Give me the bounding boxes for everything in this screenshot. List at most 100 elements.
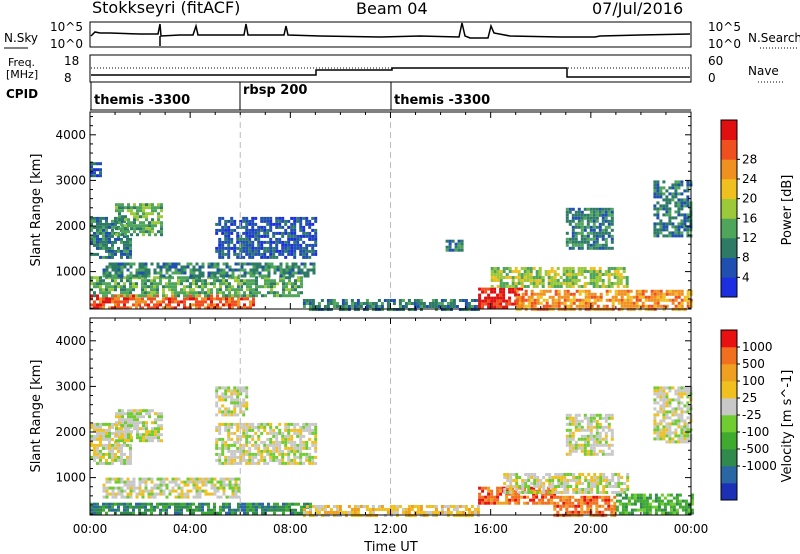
power-cell [254, 249, 258, 253]
power-cell [571, 279, 575, 282]
power-cell [565, 267, 569, 270]
velocity-cell [233, 392, 237, 396]
power-cell [266, 240, 270, 244]
power-cell [581, 304, 585, 308]
power-cell [589, 276, 593, 279]
power-cell [254, 228, 258, 232]
power-cell [111, 294, 114, 298]
velocity-cell [547, 501, 551, 505]
power-cell [198, 303, 201, 307]
power-cell [251, 225, 255, 229]
power-cell [437, 302, 441, 305]
velocity-cell [114, 477, 118, 481]
velocity-cell [216, 486, 220, 490]
velocity-cell [254, 452, 258, 456]
velocity-cell [305, 505, 309, 508]
velocity-cell [511, 489, 515, 493]
velocity-cell [683, 389, 687, 393]
velocity-cell [234, 483, 238, 487]
velocity-cell [117, 431, 120, 435]
power-cell [225, 288, 228, 292]
power-colorbar-swatch [721, 218, 737, 239]
power-cell [521, 304, 525, 308]
power-cell [272, 234, 276, 238]
power-cell [526, 273, 530, 276]
velocity-cell [686, 407, 690, 411]
power-cell [329, 299, 333, 302]
power-cell [508, 276, 512, 279]
power-cell [141, 262, 145, 266]
power-cell [272, 231, 276, 235]
velocity-cell [419, 508, 423, 511]
power-cell [457, 248, 461, 252]
velocity-cell [99, 428, 102, 432]
power-cell [508, 290, 512, 294]
velocity-cell [314, 434, 318, 438]
velocity-cell [599, 476, 603, 479]
noise-sky-line [90, 22, 691, 39]
velocity-cell [443, 511, 447, 514]
power-cell [611, 301, 615, 305]
power-cell [410, 302, 414, 305]
power-cell [563, 292, 567, 296]
velocity-cell [577, 413, 581, 417]
velocity-cell [248, 440, 252, 444]
power-cell [580, 216, 584, 220]
velocity-cell [583, 413, 587, 417]
velocity-cell [102, 505, 105, 509]
noise-right-label: N.Search [748, 31, 800, 45]
power-cell [147, 285, 150, 289]
velocity-cell [121, 412, 124, 416]
velocity-cell [159, 511, 162, 515]
velocity-cell [293, 461, 297, 465]
power-cell [604, 270, 608, 273]
power-cell [213, 282, 216, 286]
power-cell [502, 267, 506, 270]
power-cell [270, 291, 273, 295]
power-cell [111, 297, 114, 301]
power-cell [665, 189, 669, 193]
velocity-cell [665, 428, 669, 432]
velocity-cell [300, 508, 303, 512]
velocity-cell [645, 505, 649, 509]
velocity-cell [690, 502, 694, 506]
velocity-cell [213, 505, 216, 509]
power-cell [559, 282, 563, 285]
velocity-cell [524, 482, 528, 485]
power-cell [619, 276, 623, 279]
power-cell [458, 299, 462, 302]
power-cell [102, 240, 105, 244]
power-cell [278, 222, 282, 226]
power-cell [520, 267, 524, 270]
power-cell [139, 206, 142, 210]
power-cell [520, 282, 524, 285]
velocity-cell [257, 437, 261, 441]
velocity-cell [121, 409, 124, 413]
power-cell [228, 300, 231, 304]
velocity-cell [108, 422, 111, 426]
velocity-cell [228, 480, 232, 484]
power-cell [674, 195, 678, 199]
power-cell [656, 213, 660, 217]
velocity-cell [174, 511, 177, 515]
power-cell [267, 268, 271, 272]
power-cell [285, 268, 289, 272]
power-cell [550, 270, 554, 273]
power-cell [121, 215, 124, 219]
power-cell [139, 209, 142, 213]
velocity-cell [630, 493, 634, 497]
power-cell [626, 301, 630, 305]
power-cell [656, 210, 660, 214]
power-cell [159, 300, 162, 304]
power-cell [198, 300, 201, 304]
velocity-cell [251, 437, 255, 441]
power-cell [565, 210, 569, 214]
velocity-cell [261, 505, 264, 509]
power-cell [285, 294, 288, 298]
power-cell [565, 243, 569, 247]
velocity-cell [111, 502, 114, 506]
power-cell [629, 301, 633, 305]
velocity-cell [680, 413, 684, 417]
power-cell [674, 289, 678, 293]
